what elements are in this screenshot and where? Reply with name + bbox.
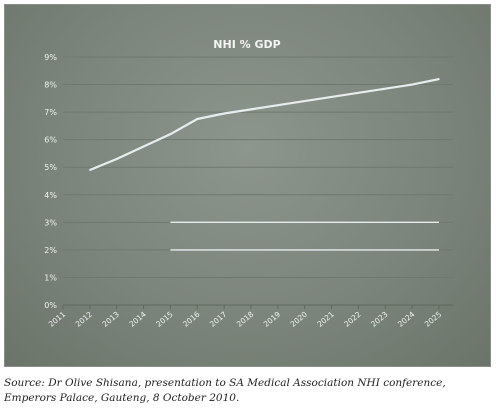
data-point xyxy=(196,118,199,120)
y-tick-label: 8% xyxy=(44,81,57,90)
x-tick-label: 2016 xyxy=(181,309,202,328)
data-point xyxy=(89,169,91,171)
data-point xyxy=(115,158,118,160)
x-tick-label: 2018 xyxy=(235,309,256,328)
x-tick-label: 2017 xyxy=(208,309,229,328)
x-tick-label: 2023 xyxy=(369,309,390,328)
x-tick-label: 2024 xyxy=(396,309,417,328)
data-point xyxy=(142,145,145,148)
line-chart: NHI % GDP 0% 1% 2% 3% 4% 5% 6% 7% 8% 9% 2011 2012 20… xyxy=(44,38,453,329)
source-note: Source: Dr Olive Shisana, presentation t… xyxy=(4,377,446,404)
x-tick-label: 2025 xyxy=(423,309,444,328)
y-tick-label: 2% xyxy=(44,246,57,255)
y-tick-label: 4% xyxy=(44,191,57,200)
data-point xyxy=(169,133,172,135)
data-point xyxy=(303,100,306,102)
x-tick-label: 2021 xyxy=(315,309,336,328)
data-point xyxy=(438,78,440,80)
data-point xyxy=(384,87,387,90)
data-point xyxy=(277,104,279,107)
x-tick-label: 2022 xyxy=(342,309,363,328)
data-point xyxy=(223,112,225,115)
y-tick-label: 7% xyxy=(44,108,57,117)
y-tick-label: 1% xyxy=(44,273,57,282)
x-tick-label: 2013 xyxy=(101,309,122,328)
x-tick-label: 2015 xyxy=(154,309,175,328)
data-point xyxy=(411,83,413,86)
series-line xyxy=(89,77,440,171)
y-tick-label: 3% xyxy=(44,218,57,227)
x-tick-label: 2012 xyxy=(74,309,95,328)
y-tick-label: 6% xyxy=(44,136,57,145)
x-tick-label: 2011 xyxy=(47,309,68,328)
y-tick-label: 5% xyxy=(44,163,57,172)
chart-title: NHI % GDP xyxy=(213,38,280,51)
data-point xyxy=(357,92,360,94)
chart-panel: NHI % GDP 0% 1% 2% 3% 4% 5% 6% 7% 8% 9% 2011 2012 20… xyxy=(4,4,491,367)
data-point xyxy=(250,108,252,111)
data-point xyxy=(330,96,333,98)
y-tick-label: 0% xyxy=(44,301,57,310)
y-tick-label: 9% xyxy=(44,53,57,62)
x-tick-label: 2014 xyxy=(127,309,148,328)
x-tick-label: 2019 xyxy=(262,309,283,328)
x-tick-label: 2020 xyxy=(289,309,310,328)
